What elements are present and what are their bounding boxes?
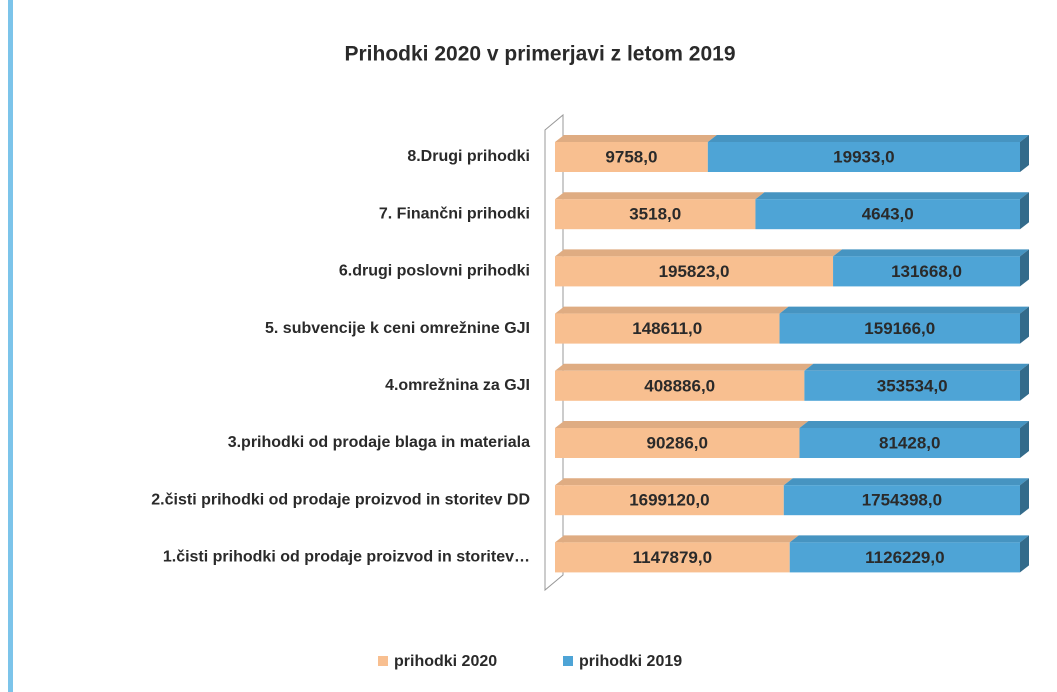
bar-top (789, 535, 1029, 543)
bar-side (1020, 249, 1029, 287)
bar-top (707, 135, 1029, 142)
bar-top (783, 478, 1029, 486)
category-label: 4.omrežnina za GJI (385, 377, 530, 394)
value-label: 1126229,0 (865, 548, 944, 567)
bar (555, 199, 756, 230)
bar (799, 428, 1020, 458)
bar-side (1020, 421, 1029, 458)
legend-label: prihodki 2019 (579, 653, 682, 670)
bar (755, 199, 1020, 230)
bar-side (1020, 135, 1029, 172)
value-label: 408886,0 (644, 376, 715, 395)
bar-side (1020, 363, 1029, 401)
value-label: 159166,0 (864, 319, 935, 338)
bar-top (779, 306, 1029, 314)
bar-top (799, 421, 1029, 428)
bar (779, 313, 1020, 344)
category-label: 6.drugi poslovni prihodki (339, 263, 530, 280)
bar (783, 485, 1020, 516)
bar-side (1020, 192, 1029, 230)
value-label: 19933,0 (833, 147, 894, 166)
bar-top (555, 478, 793, 486)
bar (804, 370, 1020, 401)
bar (555, 485, 784, 516)
value-label: 4643,0 (862, 205, 914, 224)
bar-top (555, 363, 814, 371)
bar (833, 256, 1020, 287)
bar-top (755, 192, 1029, 200)
bar-top (555, 249, 843, 257)
value-label: 353534,0 (877, 376, 948, 395)
category-label: 8.Drugi prihodki (407, 148, 530, 165)
bar-top (804, 363, 1029, 371)
bar-top (555, 192, 765, 200)
bar (555, 142, 708, 172)
category-label: 1.čisti prihodki od prodaje proizvod in … (163, 549, 530, 566)
bar-top (555, 306, 789, 314)
value-label: 1754398,0 (862, 491, 942, 510)
value-label: 1699120,0 (629, 491, 709, 510)
left-border (8, 0, 13, 692)
value-label: 1147879,0 (633, 548, 712, 567)
legend-label: prihodki 2020 (394, 653, 497, 670)
chart-title: Prihodki 2020 v primerjavi z letom 2019 (344, 43, 735, 66)
value-label: 90286,0 (647, 433, 708, 452)
bar (555, 256, 834, 287)
bar-top (555, 535, 799, 543)
bar-side (1020, 535, 1029, 573)
bar-top (833, 249, 1029, 257)
category-label: 7. Finančni prihodki (379, 205, 530, 222)
value-label: 131668,0 (891, 262, 962, 281)
value-label: 9758,0 (605, 147, 657, 166)
category-label: 3.prihodki od prodaje blaga in materiala (228, 434, 530, 451)
bar (555, 370, 805, 401)
value-label: 81428,0 (879, 433, 940, 452)
category-label: 2.čisti prihodki od prodaje proizvod in … (151, 491, 530, 508)
bar-top (555, 135, 717, 142)
bar (555, 313, 780, 344)
bar (789, 542, 1020, 573)
axis-wall (544, 113, 564, 592)
legend-swatch (378, 656, 388, 666)
bar-side (1020, 306, 1029, 344)
category-label: 5. subvencije k ceni omrežnine GJI (265, 320, 530, 337)
legend-swatch (563, 656, 573, 666)
bar-top (555, 421, 809, 428)
bar-side (1020, 478, 1029, 516)
value-label: 148611,0 (632, 319, 702, 338)
bar (555, 428, 800, 458)
bar (555, 542, 790, 573)
bar (707, 142, 1020, 172)
value-label: 195823,0 (659, 262, 730, 281)
value-label: 3518,0 (629, 205, 681, 224)
